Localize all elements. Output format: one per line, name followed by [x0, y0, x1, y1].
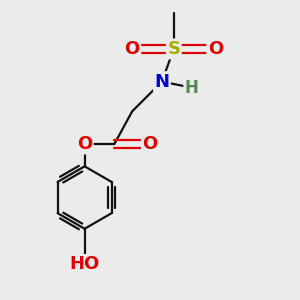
Text: H: H: [185, 79, 199, 97]
Text: S: S: [167, 40, 180, 58]
Text: O: O: [208, 40, 223, 58]
Text: O: O: [142, 135, 158, 153]
Text: O: O: [77, 135, 92, 153]
Text: HO: HO: [70, 255, 100, 273]
Text: N: N: [154, 73, 169, 91]
Text: O: O: [124, 40, 140, 58]
